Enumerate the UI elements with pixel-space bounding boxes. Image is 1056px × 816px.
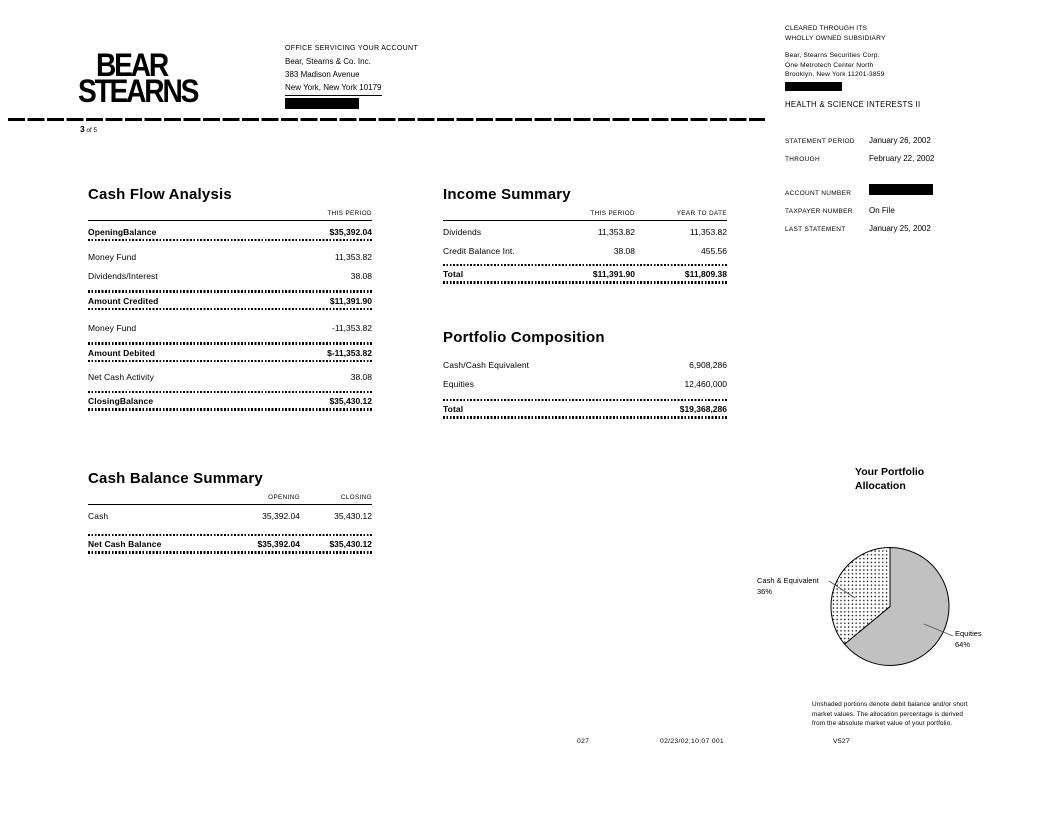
pie-label-cash-text: Cash & Equivalent [757,576,819,585]
last-statement-value: January 25, 2002 [869,224,931,233]
office-servicing-block: OFFICE SERVICING YOUR ACCOUNT Bear, Stea… [285,42,418,109]
cash-balance-header: OPENING CLOSING [88,494,372,505]
redacted-office-bar [285,98,359,109]
cash-flow-title: Cash Flow Analysis [88,186,232,203]
table-row: Total $19,368,286 [443,404,727,415]
pie-slice-cash-equivalent [830,547,891,645]
dotted-rule [88,534,372,537]
table-row: Dividends 11,353.82 11,353.82 [443,227,727,237]
page-number: 3 of 5 [80,124,97,134]
cleared-through-block: CLEARED THROUGH ITS WHOLLY OWNED SUBSIDI… [785,24,921,109]
allocation-footnote: Unshaded portions denote debit balance a… [812,701,968,727]
cash-balance-col-opening: OPENING [268,494,300,501]
cash-flow-analysis-section: Cash Flow Analysis THIS PERIOD OpeningBa… [88,186,372,411]
logo-line-2: STEARNS [78,73,199,109]
through-value: February 22, 2002 [869,154,935,163]
header-divider [8,118,765,121]
portfolio-composition-section: Portfolio Composition Cash/Cash Equivale… [443,329,727,419]
dotted-rule [88,551,372,554]
table-row: Amount Credited $11,391.90 [88,295,372,306]
cash-leader-line [828,580,856,599]
bear-stearns-logo: BEAR STEARNS [78,47,213,109]
table-row: Equities 12,460,000 [443,379,727,389]
equities-leader-line [923,623,954,637]
account-number-label: ACCOUNT NUMBER [785,190,852,197]
cash-balance-summary-section: Cash Balance Summary OPENING CLOSING Cas… [88,470,372,554]
cash-flow-col-header: THIS PERIOD [327,210,372,217]
pie-label-equities-text: Equities [955,629,982,638]
cash-flow-header: THIS PERIOD [88,210,372,221]
portfolio-allocation-pie-chart [828,547,954,666]
page-number-of: of 5 [86,127,97,134]
dotted-rule [88,307,372,311]
table-row: Money Fund 11,353.82 [88,252,372,263]
statement-period-label: STATEMENT PERIOD [785,138,855,145]
dotted-rule [88,239,372,242]
pie-label-cash: Cash & Equivalent 36% [757,575,835,597]
page-number-current: 3 [80,124,85,134]
through-row: THROUGH February 22, 2002 [785,154,934,163]
subsidiary-city: Brooklyn, New York 11201-3859 [785,71,885,78]
cash-balance-title: Cash Balance Summary [88,470,263,487]
logo-line-1: BEAR [96,47,169,83]
dotted-rule [88,359,372,362]
table-row: Credit Balance Int. 38.08 455.56 [443,246,727,256]
office-label: OFFICE SERVICING YOUR ACCOUNT [285,45,418,52]
footer-code-right: V527 [833,738,851,745]
dotted-rule [443,264,727,267]
statement-info: STATEMENT PERIOD January 26, 2002 THROUG… [785,136,934,242]
statement-period-value: January 26, 2002 [869,136,931,145]
dotted-rule [88,290,372,293]
table-row: Total $11,391.90 $11,809.38 [443,269,727,280]
dotted-rule [443,399,727,402]
table-row: Amount Debited $-11,353.82 [88,347,372,358]
office-street: 383 Madison Avenue [285,70,360,79]
statement-period-row: STATEMENT PERIOD January 26, 2002 [785,136,934,145]
table-row: Net Cash Balance $35,392.04 $35,430.12 [88,539,372,550]
office-city: New York, New York 10179 [285,81,382,96]
table-row: Cash 35,392.04 35,430.12 [88,511,372,521]
cleared-line-1: CLEARED THROUGH ITS [785,25,868,32]
redacted-account-number [869,184,933,195]
dotted-rule [443,281,727,284]
taxpayer-number-row: TAXPAYER NUMBER On File [785,206,934,215]
dotted-rule [88,390,372,394]
last-statement-row: LAST STATEMENT January 25, 2002 [785,224,934,233]
pie-label-equities: Equities 64% [955,628,982,650]
account-number-row: ACCOUNT NUMBER [785,184,934,197]
portfolio-composition-title: Portfolio Composition [443,329,605,346]
cleared-line-2: WHOLLY OWNED SUBSIDIARY [785,34,886,42]
taxpayer-number-label: TAXPAYER NUMBER [785,208,853,215]
account-holder-name: HEALTH & SCIENCE INTERESTS II [785,99,921,109]
dotted-rule [443,416,727,419]
footer-timestamp: 02/23/02;10:07 001 [660,738,724,745]
subsidiary-name: Bear, Stearns Securities Corp. [785,52,880,59]
subsidiary-street: One Metrotech Center North [785,61,874,69]
footer-code-left: 027 [577,738,590,745]
office-firm-name: Bear, Stearns & Co. Inc. [285,57,371,66]
income-summary-header: THIS PERIOD YEAR TO DATE [443,210,727,221]
last-statement-label: LAST STATEMENT [785,226,846,233]
pie-label-equities-pct: 64% [955,640,971,649]
table-row: OpeningBalance $35,392.04 [88,227,372,237]
pie-chart-title: Your Portfolio Allocation [855,466,925,492]
pie-label-cash-pct: 36% [757,587,773,596]
income-col-ytd: YEAR TO DATE [676,210,727,217]
table-row: Dividends/Interest 38.08 [88,271,372,282]
redacted-subsidiary-bar [785,81,842,91]
dotted-rule [88,342,372,345]
income-col-this-period: THIS PERIOD [590,210,635,217]
table-row: Money Fund -11,353.82 [88,323,372,334]
income-summary-title: Income Summary [443,186,571,203]
taxpayer-number-value: On File [869,206,895,215]
table-row: Net Cash Activity 38.08 [88,371,372,382]
dotted-rule [88,408,372,411]
through-label: THROUGH [785,156,820,163]
table-row: ClosingBalance $35,430.12 [88,396,372,407]
cash-balance-col-closing: CLOSING [340,494,372,501]
income-summary-section: Income Summary THIS PERIOD YEAR TO DATE … [443,186,727,284]
table-row: Cash/Cash Equivalent 6,908,286 [443,360,727,370]
